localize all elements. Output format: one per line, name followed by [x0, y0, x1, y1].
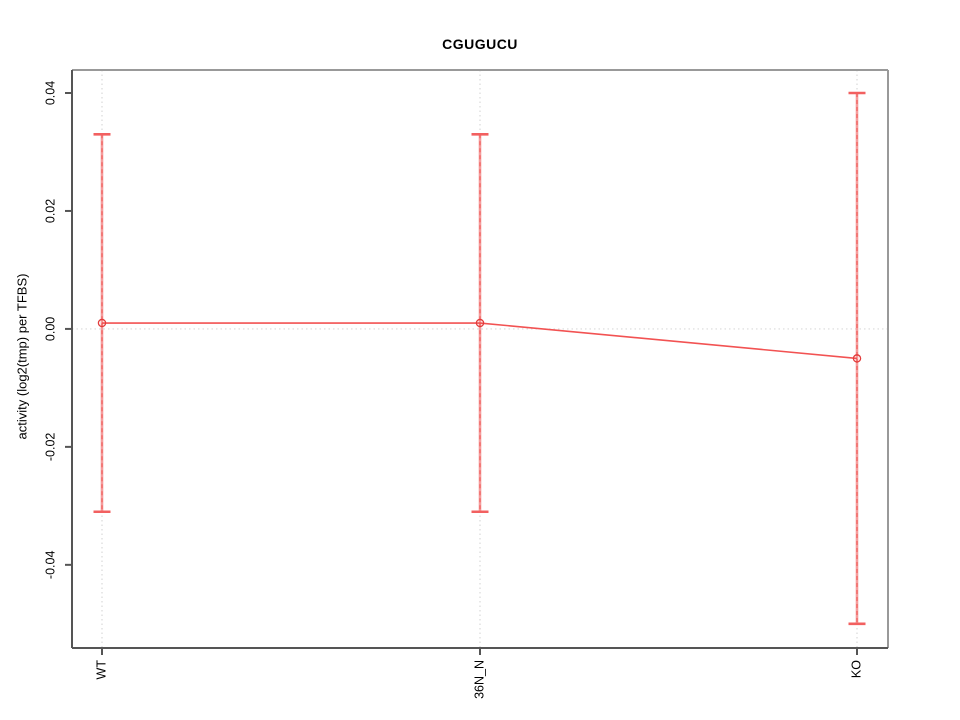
y-tick-label: 0.00 — [43, 317, 57, 341]
data-point-KO — [852, 354, 862, 363]
y-tick-label: -0.04 — [43, 551, 57, 580]
chart-title: CGUGUCU — [442, 36, 518, 52]
x-tick-label-KO: KO — [849, 660, 863, 678]
data-point-36N_N — [475, 318, 485, 328]
x-tick-label-36N_N: 36N_N — [472, 660, 486, 699]
data-point-WT — [97, 318, 107, 328]
y-tick-label: 0.04 — [43, 81, 57, 105]
x-tick-label-WT: WT — [94, 660, 108, 680]
y-tick-label: 0.02 — [43, 199, 57, 223]
data-line — [102, 322, 858, 360]
y-tick-label: -0.02 — [43, 433, 57, 462]
